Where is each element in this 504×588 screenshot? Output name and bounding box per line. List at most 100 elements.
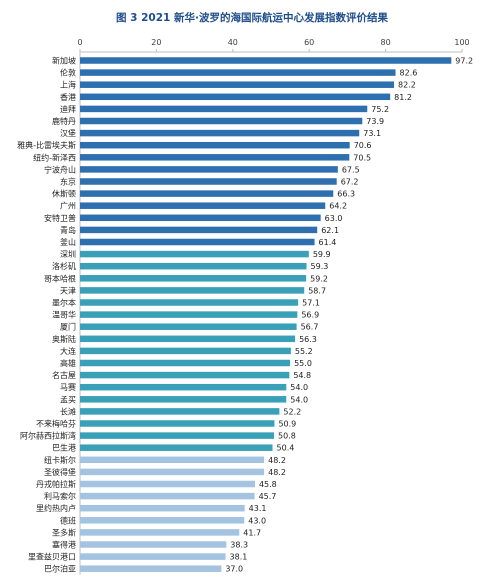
value-label: 54.8 [293,371,311,380]
value-label: 82.2 [398,81,416,90]
bar [80,565,222,572]
value-label: 52.2 [283,407,301,416]
category-label: 塞得港 [52,540,76,550]
bar [80,529,240,536]
category-label: 广州 [60,201,76,211]
value-label: 64.2 [329,202,347,211]
bar [80,202,326,209]
x-tick-label: 60 [304,38,314,47]
category-label: 青岛 [60,225,76,235]
bar [80,105,368,113]
category-label: 温哥华 [52,310,76,320]
chart-title: 图 3 2021 新华·波罗的海国际航运中心发展指数评价结果 [116,11,388,24]
value-label: 66.3 [337,190,355,199]
value-label: 57.1 [302,299,320,308]
category-label: 圣多斯 [52,527,76,537]
value-label: 41.7 [243,528,261,537]
value-label: 61.4 [319,238,337,247]
bar [80,69,396,76]
category-label: 里约热内卢 [36,503,76,513]
bar [80,299,299,306]
bar [80,371,290,379]
bar [80,154,350,161]
value-label: 45.8 [259,480,277,489]
x-tick-label: 80 [381,38,391,47]
bar [80,166,338,173]
category-label: 奥斯陆 [52,334,76,344]
value-label: 63.0 [325,214,343,223]
value-label: 55.2 [295,347,313,356]
category-labels: 新加坡伦敦上海香港迪拜鹿特丹汉堡雅典-比雷埃夫斯纽约-新泽西宁波舟山东京休斯顿广… [17,56,76,574]
value-label: 45.7 [259,492,277,501]
value-label: 67.5 [342,165,360,174]
value-label: 70.5 [353,153,371,162]
value-label: 50.4 [277,444,295,453]
value-label: 43.0 [248,516,266,525]
category-label: 哥本哈根 [44,273,76,283]
bar [80,129,360,137]
category-label: 纽卡斯尔 [44,455,76,465]
value-label: 59.3 [311,262,329,271]
bar [80,492,255,500]
category-label: 高雄 [60,358,76,368]
value-label: 67.2 [341,178,359,187]
bar [80,287,305,294]
category-label: 纽约-新泽西 [33,152,76,162]
value-label: 50.8 [278,432,296,441]
bar [80,517,245,524]
category-label: 长滩 [60,406,76,416]
category-label: 釜山 [60,237,76,247]
value-label: 56.9 [301,311,319,320]
bar [80,93,391,101]
bar [80,359,291,367]
category-label: 香港 [60,92,76,102]
bar [80,480,255,488]
value-label: 56.3 [299,335,317,344]
bar [80,444,273,451]
category-label: 墨尔本 [52,298,76,308]
value-label: 70.6 [354,141,372,150]
category-label: 休斯顿 [52,189,76,199]
bar [80,226,318,234]
bar [80,456,265,464]
category-label: 安特卫普 [44,213,76,223]
x-tick-label: 100 [454,38,469,47]
value-label: 43.1 [249,504,267,513]
category-label: 不来梅哈芬 [36,419,76,429]
x-axis: 0 20 40 60 80 100 [77,38,470,575]
category-label: 上海 [60,80,76,90]
bar [80,504,245,512]
bar [80,117,363,125]
bars [80,57,452,572]
value-label: 59.9 [313,250,331,259]
bar [80,250,309,258]
value-label: 81.2 [394,93,412,102]
value-label: 55.0 [294,359,312,368]
bar [80,396,287,403]
bar [80,238,315,246]
category-label: 伦敦 [60,68,76,78]
bar [80,275,307,282]
category-label: 大连 [60,346,76,356]
category-label: 巴生港 [52,443,76,453]
value-label: 38.1 [230,553,248,562]
value-label: 59.2 [310,274,328,283]
bar [80,420,275,427]
bar [80,323,297,330]
value-label: 38.3 [230,541,248,550]
bar [80,383,287,391]
bar [80,335,296,343]
value-label: 54.0 [290,383,308,392]
category-label: 厦门 [60,322,76,332]
bar [80,311,298,318]
value-label: 50.9 [278,420,296,429]
category-label: 圣彼得堡 [44,467,76,477]
x-tick-label: 20 [151,38,161,47]
category-label: 里查兹贝港口 [28,552,76,562]
category-label: 德班 [60,515,76,525]
bar [80,468,265,476]
category-label: 深圳 [60,249,76,259]
bar [80,541,227,548]
bar [80,347,291,355]
